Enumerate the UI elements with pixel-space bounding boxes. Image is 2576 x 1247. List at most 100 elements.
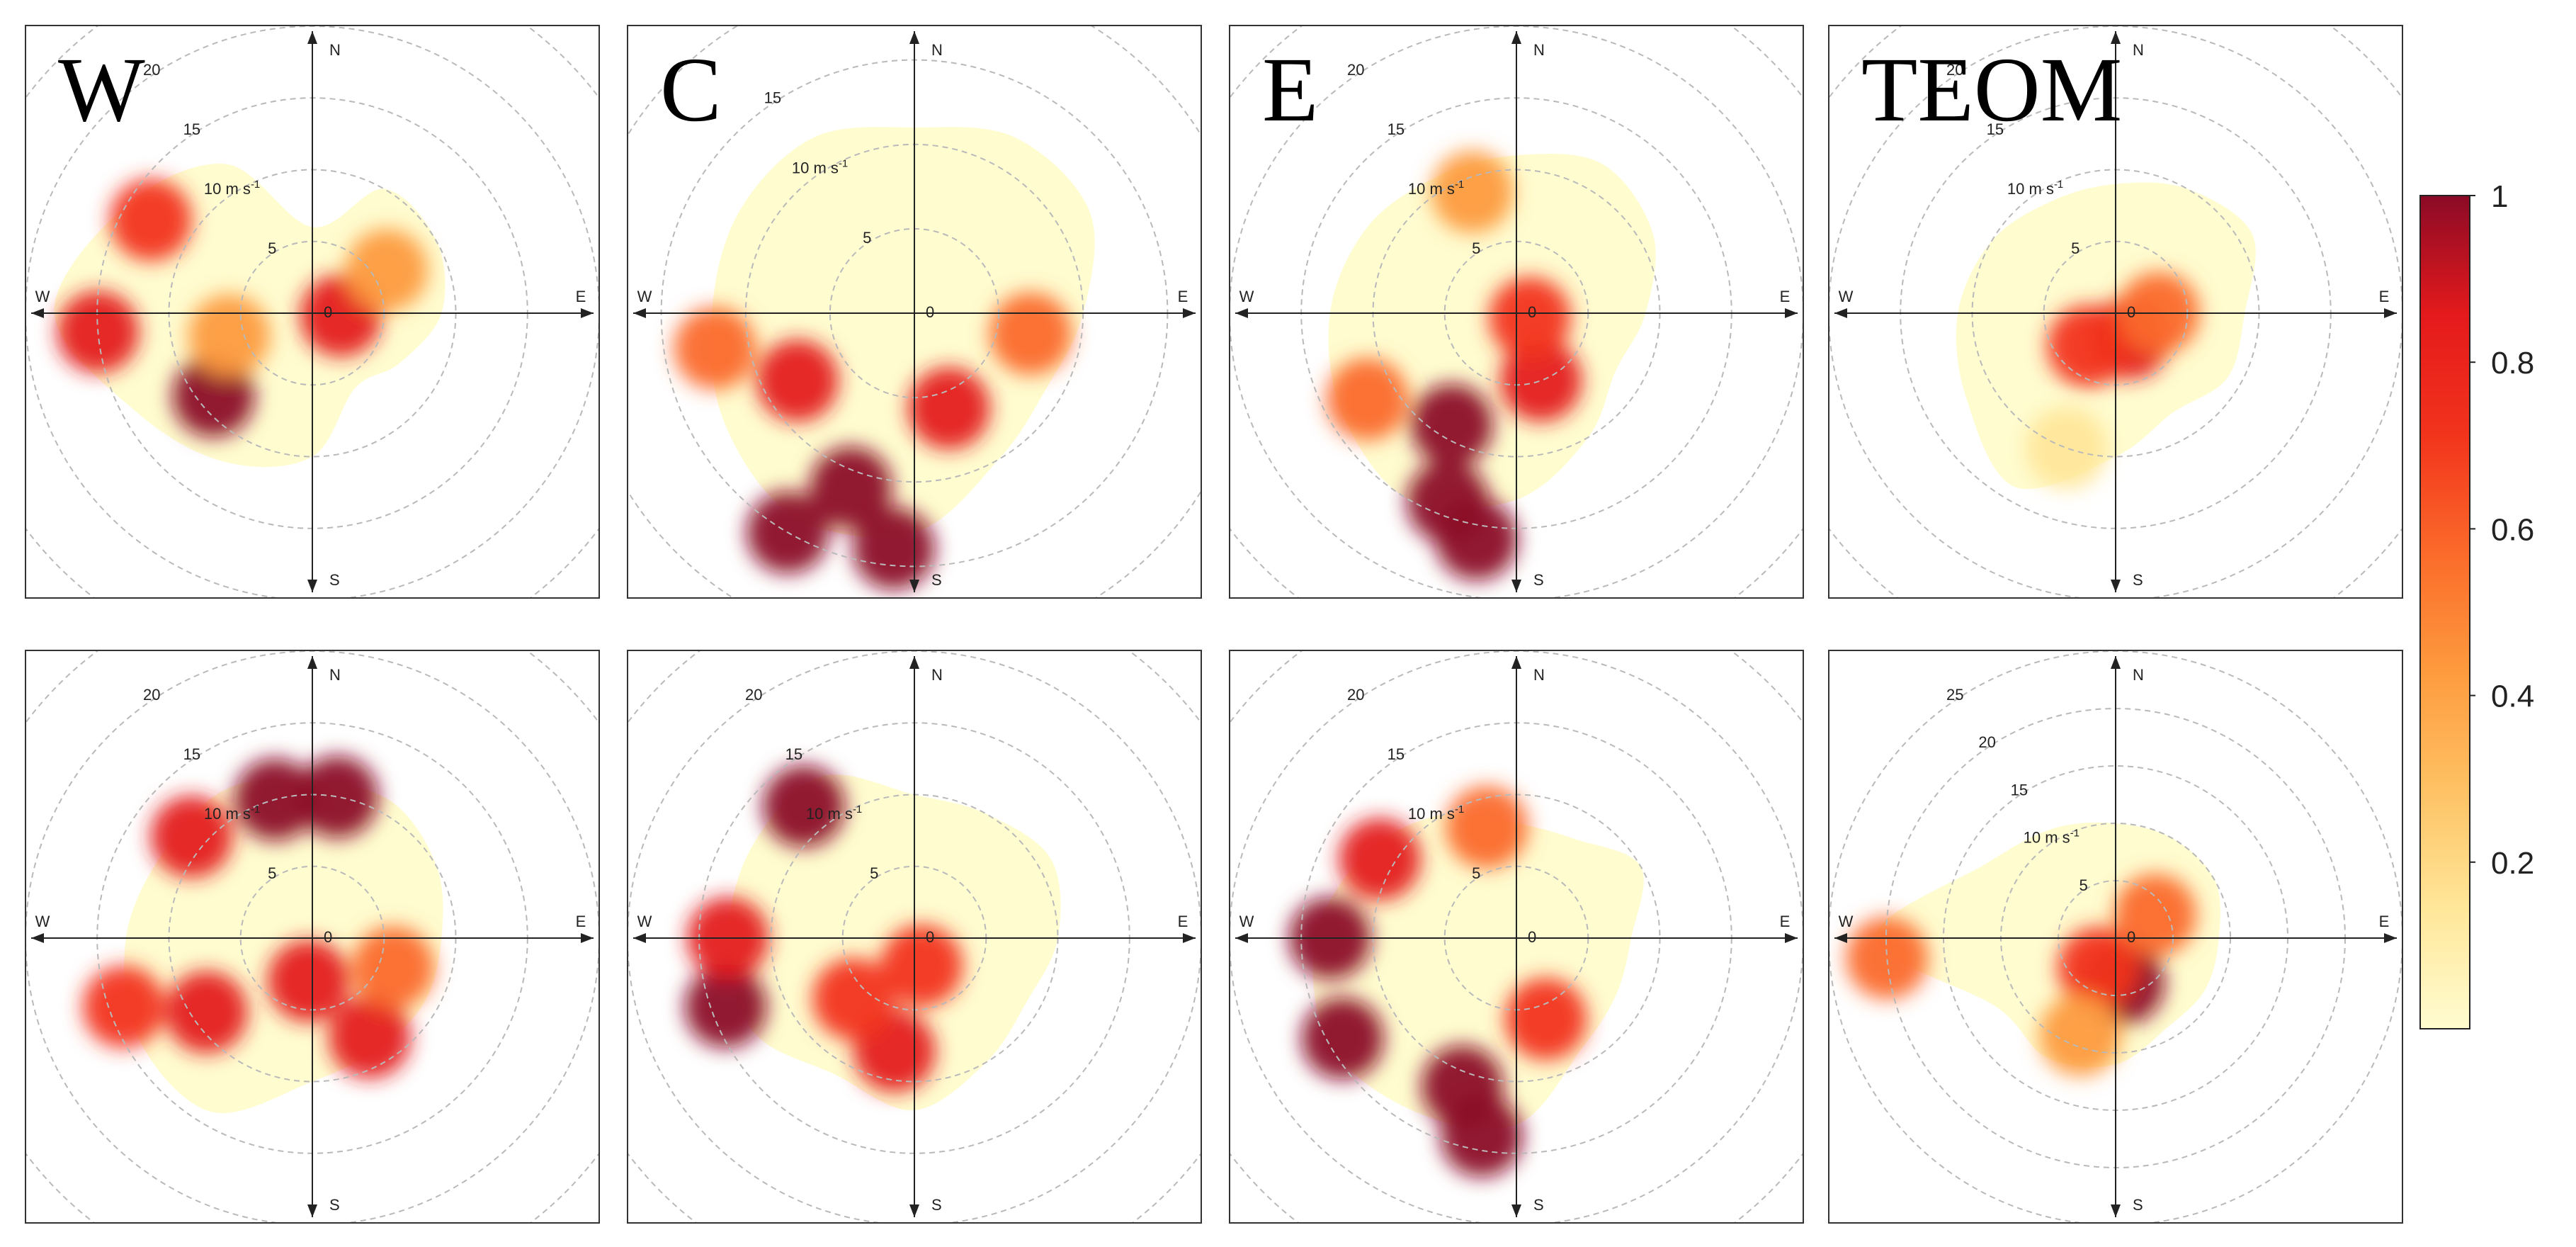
center-label: 0 [926,303,934,321]
polar-panel-e-row1: N E S W 0 5 10 m s-1 15 20 E [1229,25,1804,599]
heat-blob [1489,276,1571,359]
unit-exponent: -1 [2070,828,2079,840]
compass-east-label: E [576,288,586,305]
compass-east-label: E [576,913,586,930]
compass-west-label: W [637,913,652,930]
colorbar-tick-label: 0.6 [2491,512,2534,547]
heat-blob [110,179,192,261]
arrow-north [307,31,317,44]
compass-east-label: E [1178,288,1188,305]
radial-speed-label: 20 [143,61,160,79]
compass-west-label: W [1239,288,1254,305]
radial-speed-label: 20 [1946,61,1963,79]
heat-blob [2114,874,2197,957]
heat-layer [1326,150,1582,581]
compass-south-label: S [329,571,340,589]
radial-speed-label: 25 [1946,686,1963,704]
arrow-east [2384,308,2397,318]
radial-speed-label: 20 [143,686,160,704]
arrow-south [2111,580,2121,592]
compass-north-label: N [931,41,943,59]
arrow-south [909,580,919,592]
radial-speed-label: 5 [2071,239,2079,257]
compass-south-label: S [2133,571,2143,589]
radial-speed-label: 20 [1347,61,1364,79]
compass-west-label: W [35,913,50,930]
center-label: 0 [926,928,934,946]
heat-blob [267,940,350,1022]
heat-blob [674,307,756,390]
panel-frame [627,25,1202,599]
radial-speed-label: 15 [183,120,200,138]
radial-speed-label: 15 [764,89,781,106]
center-label: 0 [2127,928,2135,946]
radial-speed-label: 20 [1347,686,1364,704]
center-label: 0 [1528,928,1536,946]
arrow-west [1834,308,1847,318]
arrow-west [31,308,44,318]
compass-south-label: S [931,1196,942,1214]
panel-label: C [660,39,722,141]
colorbar-tick-label: 0.4 [2491,679,2534,714]
center-label: 0 [324,928,332,946]
compass-west-label: W [637,288,652,305]
colorbar-tick-label: 0.2 [2491,846,2534,881]
arrow-west [1235,933,1248,943]
radial-speed-label: 15 [1388,120,1405,138]
unit-exponent: -1 [251,179,260,191]
heat-blob [907,367,990,450]
compass-south-label: S [931,571,942,589]
arrow-south [1511,1204,1521,1217]
polar-panel-c-row2: N E S W 0 5 10 m s-1 15 20 [627,650,1202,1224]
heat-blob [346,229,429,312]
panel-frame [25,25,600,599]
arrow-north [909,31,919,44]
arrow-south [2111,1204,2121,1217]
colorbar: 1 0.8 0.6 0.4 0.2 [2419,179,2534,1029]
compass-south-label: S [2133,1196,2143,1214]
compass-east-label: E [2379,288,2390,305]
panel-frame [25,650,600,1224]
radial-speed-label: 15 [2011,781,2028,799]
radial-speed-label: 15 [1388,745,1405,763]
heat-blob [165,971,248,1054]
colorbar-scale [2419,195,2470,1029]
heat-layer [57,179,429,438]
radial-speed-label: 10 m s-1 [806,803,862,823]
arrow-west [1834,933,1847,943]
heat-blob [2025,407,2108,490]
heat-blob [852,507,935,590]
radial-speed-label: 5 [1472,864,1480,882]
heat-blob [2057,927,2140,1010]
arrow-east [1183,308,1196,318]
arrow-north [2111,656,2121,669]
heat-blob [812,957,895,1040]
heat-blob [1410,383,1493,466]
compass-west-label: W [35,288,50,305]
arrow-south [1511,580,1521,592]
unit-exponent: -1 [1455,179,1464,191]
unit-exponent: -1 [853,803,862,816]
heat-blob [188,294,271,377]
heat-blob [1326,358,1409,441]
arrow-east [581,933,594,943]
arrow-south [307,580,317,592]
panel-frame [627,650,1202,1224]
arrow-west [1235,308,1248,318]
radial-speed-label: 10 m s-1 [1408,179,1464,198]
heat-blob [1504,978,1587,1061]
heat-blob [352,926,435,1009]
radial-speed-label: 15 [183,745,200,763]
heat-blob [150,795,233,878]
arrow-north [307,656,317,669]
heat-blob [1435,498,1518,581]
compass-north-label: N [329,41,341,59]
panel-label: W [58,39,145,141]
arrow-east [1785,308,1798,318]
arrow-east [1785,933,1798,943]
unit-exponent: -1 [2054,179,2063,191]
center-label: 0 [1528,303,1536,321]
compass-north-label: N [2133,666,2144,684]
